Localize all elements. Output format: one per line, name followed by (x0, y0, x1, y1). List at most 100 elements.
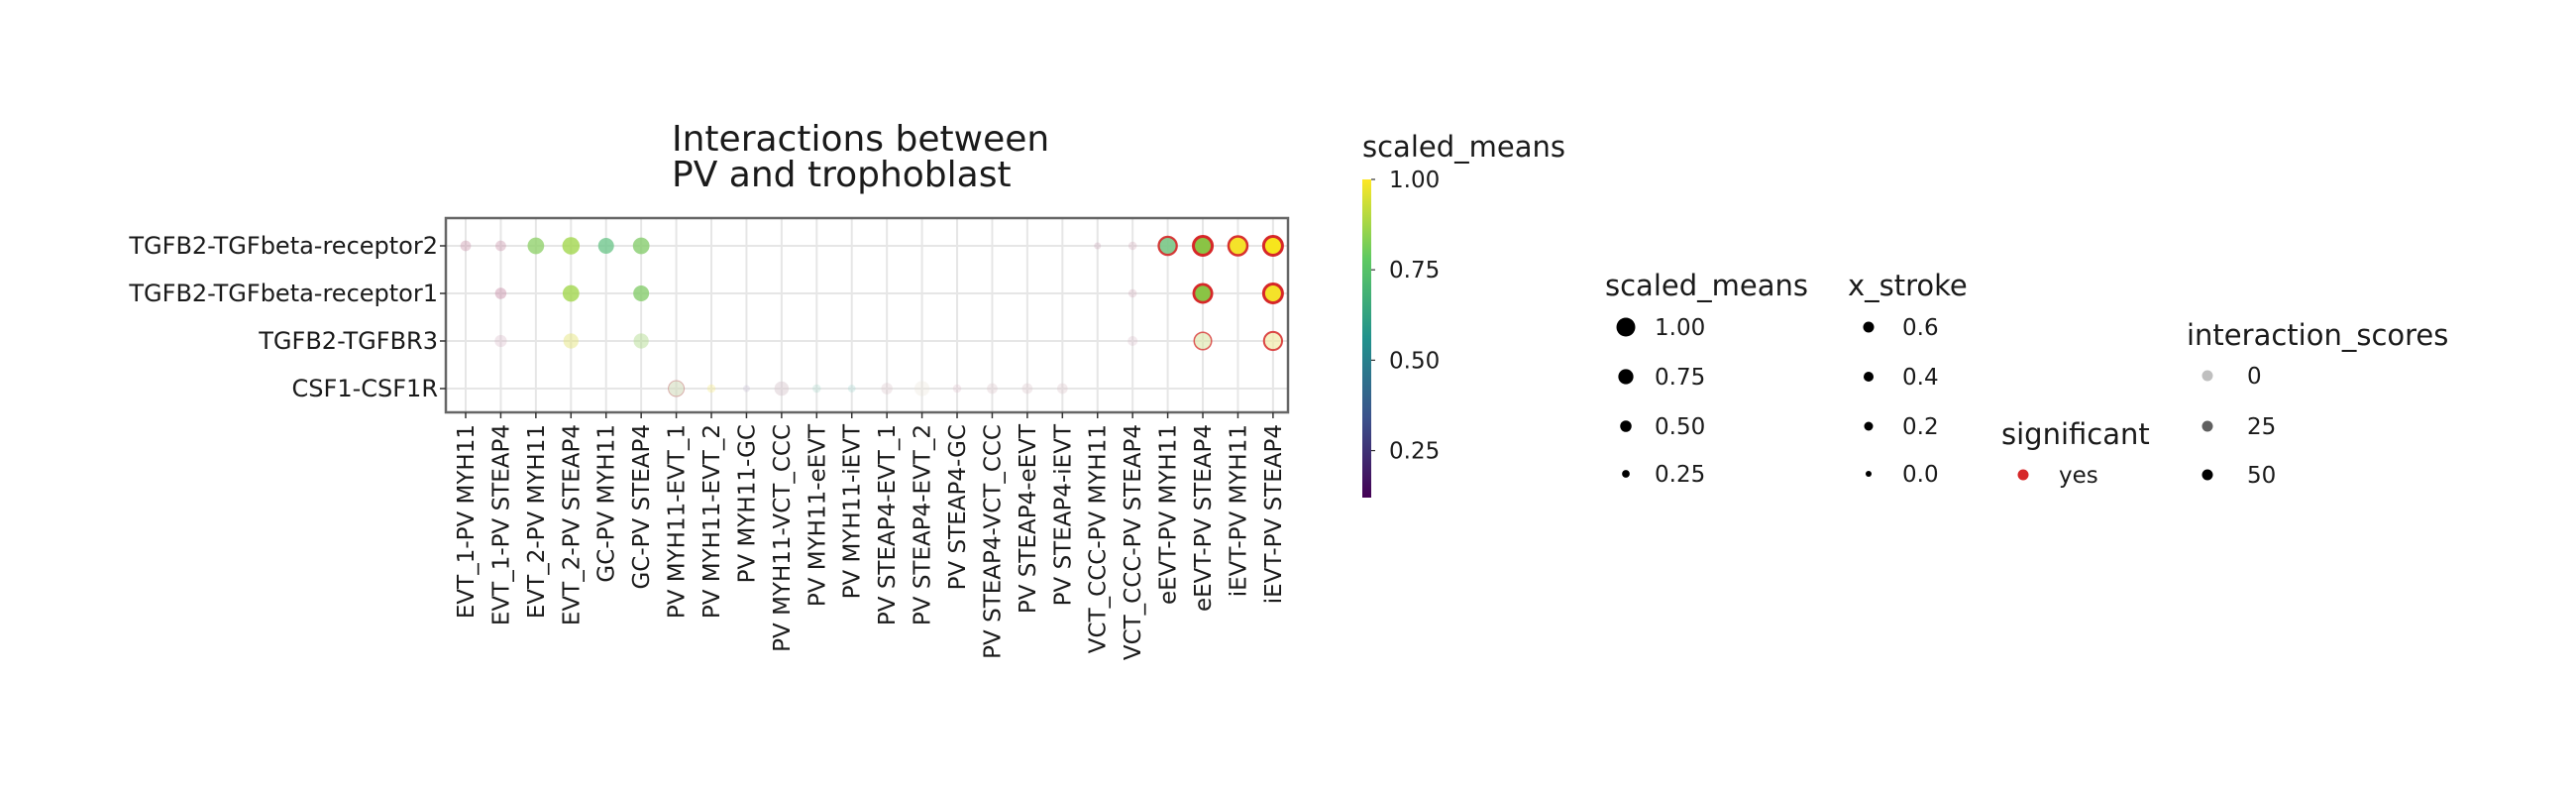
y-tick-label-tgfb2-tgfbeta-receptor1: TGFB2-TGFbeta-receptor1 (128, 280, 438, 307)
legend-interaction-dot (2201, 420, 2213, 432)
point-vct-ccc-pv-myh11-tgfb2-tgfbeta-receptor2 (1094, 242, 1102, 250)
point-pv-myh11-vct-ccc-csf1-csf1r (774, 381, 790, 396)
point-pv-steap4-vct-ccc-csf1-csf1r (987, 383, 998, 395)
x-tick-label-pv-myh11-vct-ccc: PV MYH11-VCT_CCC (770, 424, 796, 652)
point-evt-2-pv-myh11-tgfb2-tgfbeta-receptor2 (527, 237, 545, 255)
legend-interaction-label: 50 (2247, 463, 2276, 489)
colorbar: scaled_means 1.00 0.75 0.50 0.25 (1362, 130, 1565, 498)
y-axis-labels: TGFB2-TGFbeta-receptor2 TGFB2-TGFbeta-rec… (128, 232, 446, 402)
legend-size-dot (1616, 317, 1636, 337)
point-eevt-pv-steap4-tgfb2-tgfbeta-receptor2 (1192, 235, 1215, 257)
x-tick-label-pv-myh11-eevt: PV MYH11-eEVT (805, 423, 830, 607)
x-tick-label-gc-pv-steap4: GC-PV STEAP4 (629, 424, 655, 590)
point-pv-steap4-ievt-csf1-csf1r (1056, 383, 1068, 395)
x-tick-label-ievt-pv-myh11: iEVT-PV MYH11 (1226, 424, 1251, 597)
point-vct-ccc-pv-steap4-tgfb2-tgfbeta-receptor1 (1127, 288, 1137, 298)
x-tick-label-vct-ccc-pv-myh11: VCT_CCC-PV MYH11 (1086, 424, 1112, 653)
point-gc-pv-steap4-tgfb2-tgfbr3 (633, 333, 649, 349)
colorbar-title: scaled_means (1362, 130, 1565, 164)
point-gc-pv-steap4-tgfb2-tgfbeta-receptor2 (632, 237, 650, 255)
x-tick-label-pv-steap4-vct-ccc: PV STEAP4-VCT_CCC (980, 424, 1006, 659)
point-ievt-pv-steap4-tgfb2-tgfbeta-receptor1 (1261, 283, 1284, 304)
point-pv-myh11-ievt-csf1-csf1r (847, 385, 856, 393)
legend-significant-dot (2017, 469, 2029, 481)
legends: scaled_means 1.00 0.75 0.50 0.25 x_stroke 0.6 0… (1605, 269, 2448, 489)
legend-stroke-dot (1866, 471, 1872, 477)
point-pv-myh11-evt-2-csf1-csf1r (706, 384, 716, 394)
point-pv-steap4-evt-2-csf1-csf1r (913, 381, 930, 396)
legend-stroke-dot (1863, 321, 1875, 333)
x-tick-label-pv-steap4-eevt: PV STEAP4-eEVT (1016, 423, 1041, 614)
x-tick-label-eevt-pv-steap4: eEVT-PV STEAP4 (1191, 424, 1217, 612)
point-ievt-pv-steap4-tgfb2-tgfbeta-receptor2 (1261, 235, 1284, 257)
colorbar-tick-label: 0.50 (1389, 348, 1440, 374)
x-tick-label-evt-2-pv-myh11: EVT_2-PV MYH11 (524, 424, 550, 619)
point-eevt-pv-steap4-tgfb2-tgfbr3 (1193, 331, 1213, 351)
legend-stroke-dot (1864, 421, 1874, 431)
chart-title-line-1: Interactions between (672, 119, 1049, 160)
point-pv-myh11-eevt-csf1-csf1r (812, 384, 821, 394)
point-evt-1-pv-steap4-tgfb2-tgfbeta-receptor2 (495, 240, 506, 252)
colorbar-tick-label: 0.75 (1389, 258, 1440, 283)
y-tick-label-csf1-csf1r: CSF1-CSF1R (292, 375, 438, 402)
legend-size-dot (1620, 420, 1632, 432)
x-tick-label-pv-myh11-evt-2: PV MYH11-EVT_2 (699, 424, 725, 619)
colorbar-bar (1362, 179, 1371, 498)
legend-stroke-label: 0.2 (1902, 414, 1939, 440)
legend-stroke-label: 0.4 (1902, 365, 1939, 391)
point-evt-2-pv-steap4-tgfb2-tgfbr3 (563, 333, 579, 349)
legend-stroke-label: 0.6 (1902, 315, 1939, 341)
colorbar-tick-label: 1.00 (1389, 168, 1440, 193)
x-tick-label-gc-pv-myh11: GC-PV MYH11 (594, 424, 620, 583)
legend-interaction-label: 25 (2247, 414, 2276, 440)
point-evt-1-pv-steap4-tgfb2-tgfbeta-receptor1 (494, 287, 507, 299)
x-tick-label-evt-2-pv-steap4: EVT_2-PV STEAP4 (559, 424, 585, 625)
point-ievt-pv-myh11-tgfb2-tgfbeta-receptor2 (1227, 235, 1249, 257)
x-tick-label-evt-1-pv-steap4: EVT_1-PV STEAP4 (488, 424, 514, 625)
point-ievt-pv-steap4-tgfb2-tgfbr3 (1262, 330, 1284, 352)
legend-size-dot (1618, 369, 1634, 385)
point-evt-1-pv-myh11-tgfb2-tgfbeta-receptor2 (460, 240, 472, 252)
plot-points (460, 235, 1284, 397)
x-tick-label-eevt-pv-myh11: eEVT-PV MYH11 (1156, 424, 1182, 605)
legend-stroke-dot (1864, 372, 1874, 382)
legend-size-label: 0.25 (1655, 462, 1705, 488)
legend-significant-label: yes (2059, 463, 2098, 489)
point-pv-myh11-gc-csf1-csf1r (742, 385, 750, 393)
point-evt-2-pv-steap4-tgfb2-tgfbeta-receptor2 (562, 237, 581, 255)
point-vct-ccc-pv-steap4-tgfb2-tgfbr3 (1127, 336, 1138, 346)
legend-interaction-dot (2201, 469, 2213, 481)
x-tick-label-pv-steap4-gc: PV STEAP4-GC (945, 424, 971, 590)
x-tick-label-pv-myh11-evt-1: PV MYH11-EVT_1 (665, 424, 691, 619)
x-axis-labels: EVT_1-PV MYH11 EVT_1-PV STEAP4 EVT_2-PV MY… (454, 412, 1287, 660)
point-pv-steap4-gc-csf1-csf1r (952, 384, 962, 394)
legend-interaction-label: 0 (2247, 364, 2262, 390)
y-tick-label-tgfb2-tgfbeta-receptor2: TGFB2-TGFbeta-receptor2 (128, 232, 438, 260)
point-vct-ccc-pv-steap4-tgfb2-tgfbeta-receptor2 (1127, 241, 1137, 251)
point-eevt-pv-myh11-tgfb2-tgfbeta-receptor2 (1157, 235, 1178, 257)
x-tick-label-ievt-pv-steap4: iEVT-PV STEAP4 (1261, 424, 1287, 604)
x-tick-label-pv-myh11-ievt: PV MYH11-iEVT (840, 423, 866, 599)
point-eevt-pv-steap4-tgfb2-tgfbeta-receptor1 (1192, 283, 1214, 304)
legend-size-label: 0.75 (1655, 365, 1705, 391)
chart-title: Interactions between PV and trophoblast (672, 119, 1049, 195)
x-tick-label-pv-steap4-ievt: PV STEAP4-iEVT (1050, 423, 1076, 606)
legend-size-dot (1622, 470, 1630, 478)
x-tick-label-pv-steap4-evt-2: PV STEAP4-EVT_2 (911, 424, 936, 625)
legend-size-title: scaled_means (1605, 269, 1808, 302)
legend-stroke-label: 0.0 (1902, 462, 1939, 488)
point-pv-myh11-evt-1-csf1-csf1r (668, 380, 686, 397)
x-tick-label-evt-1-pv-myh11: EVT_1-PV MYH11 (454, 424, 480, 619)
point-gc-pv-steap4-tgfb2-tgfbeta-receptor1 (633, 285, 650, 301)
point-gc-pv-myh11-tgfb2-tgfbeta-receptor2 (597, 238, 614, 254)
point-pv-steap4-evt-1-csf1-csf1r (881, 383, 893, 395)
point-evt-1-pv-steap4-tgfb2-tgfbr3 (494, 334, 507, 348)
point-pv-steap4-eevt-csf1-csf1r (1021, 383, 1033, 395)
legend-interaction-title: interaction_scores (2187, 318, 2448, 352)
legend-size-label: 1.00 (1655, 315, 1705, 341)
colorbar-tick-label: 0.25 (1389, 439, 1440, 465)
x-tick-label-pv-steap4-evt-1: PV STEAP4-EVT_1 (875, 424, 901, 625)
x-tick-label-pv-myh11-gc: PV MYH11-GC (734, 424, 760, 583)
legend-significant-title: significant (2001, 417, 2150, 451)
